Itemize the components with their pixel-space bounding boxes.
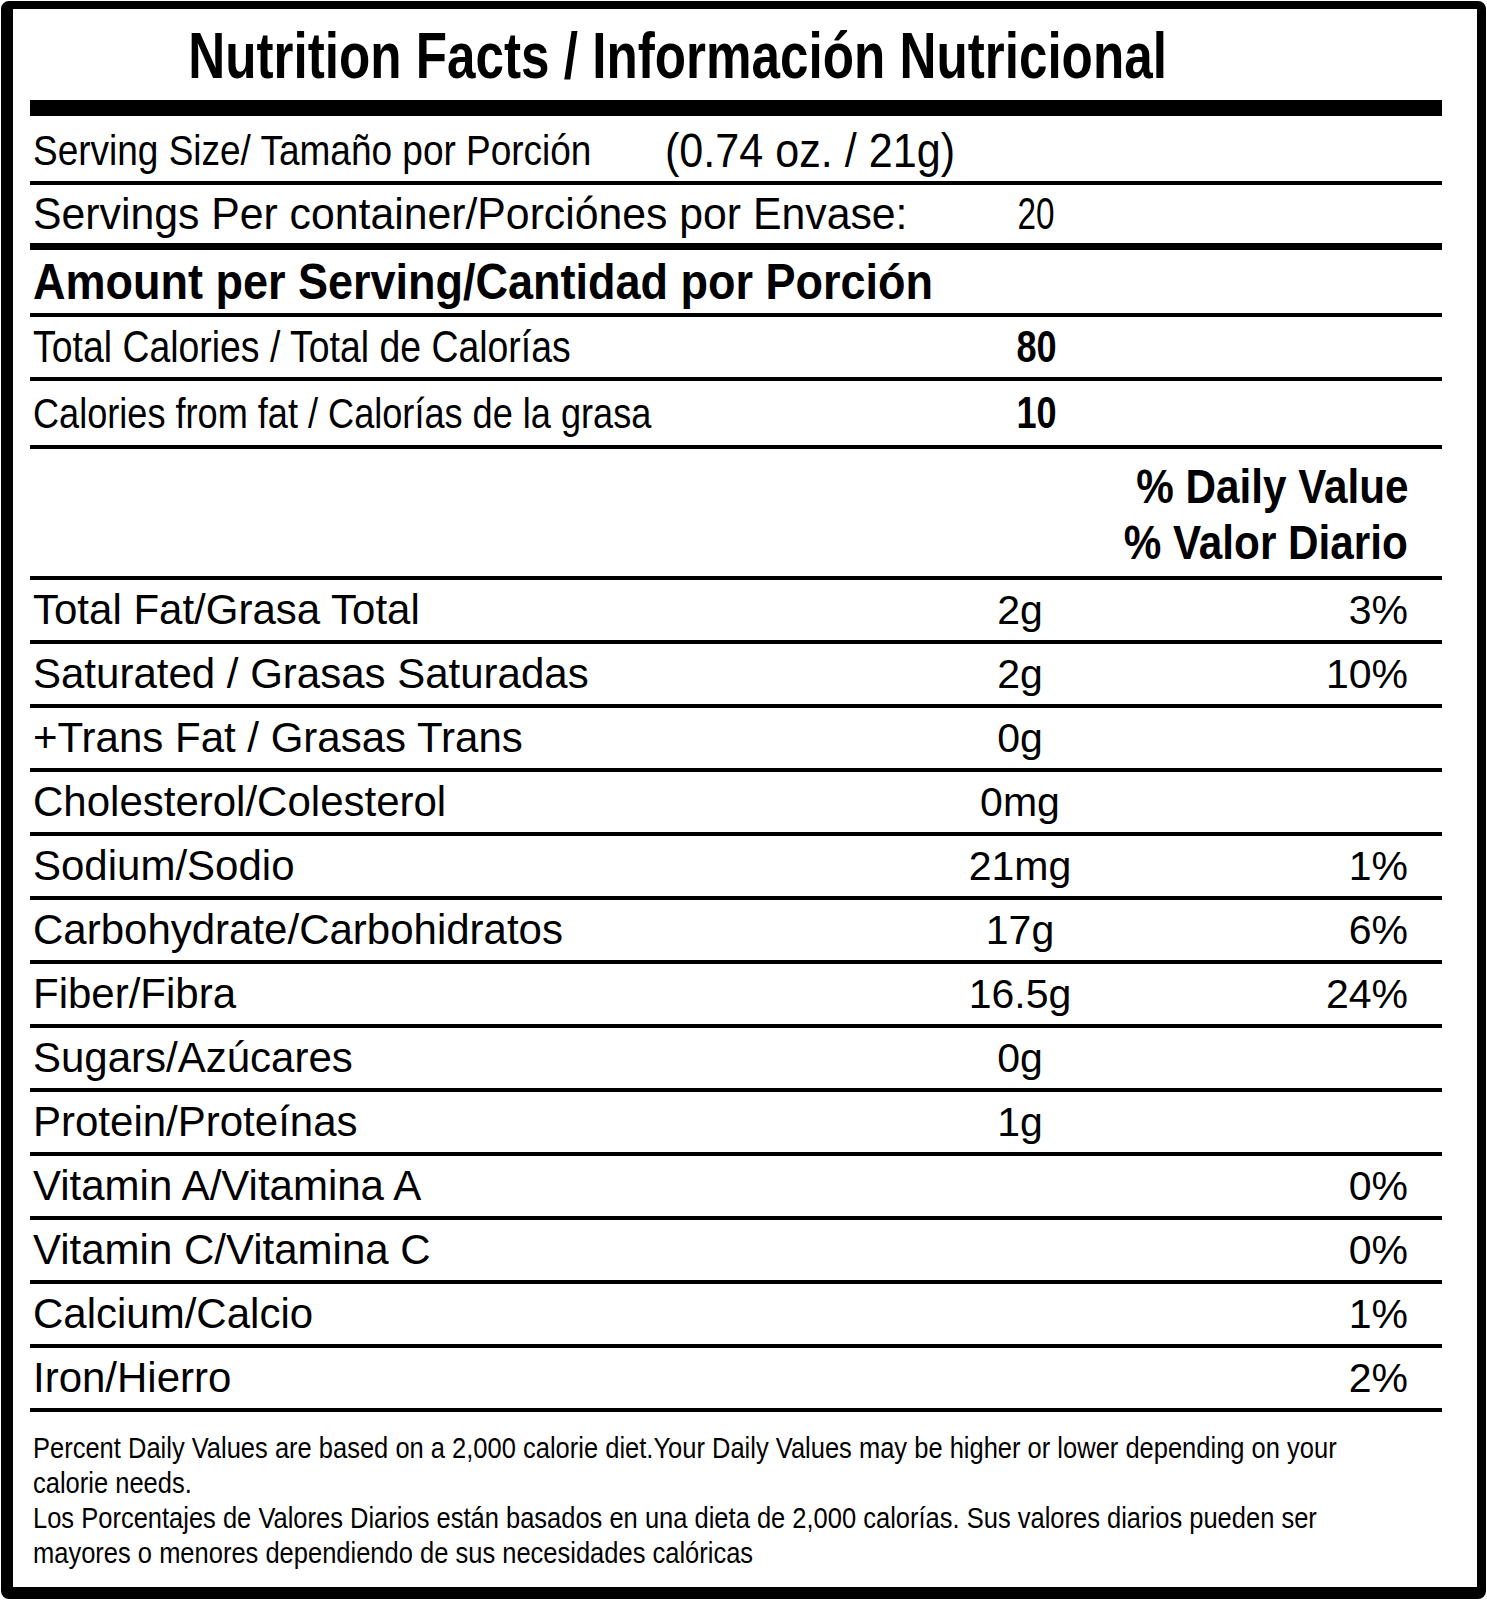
- calories-from-fat-label: Calories from fat / Calorías de la grasa: [33, 382, 769, 444]
- footnote-en-line2: calorie needs.: [33, 1465, 1487, 1500]
- daily-value-header-en: % Daily Value: [1099, 456, 1409, 518]
- nutrient-label: Iron/Hierro: [33, 1348, 231, 1408]
- servings-per-container-label: Servings Per container/Porciónes por Env…: [33, 186, 953, 242]
- divider: [30, 1344, 1442, 1348]
- nutrient-amount: 2g: [820, 644, 1220, 704]
- divider: [30, 1408, 1442, 1412]
- nutrient-amount: 0g: [820, 1028, 1220, 1088]
- amount-per-serving-header: Amount per Serving/Cantidad por Porción: [33, 252, 1033, 312]
- footnote-en-line1: Percent Daily Values are based on a 2,00…: [33, 1430, 1487, 1465]
- nutrient-amount: 0g: [820, 708, 1220, 768]
- nutrient-label: Sugars/Azúcares: [33, 1028, 353, 1088]
- nutrient-dv: 1%: [1349, 1284, 1408, 1344]
- nutrient-amount: 1g: [820, 1092, 1220, 1152]
- divider: [30, 377, 1442, 381]
- nutrient-dv: 10%: [1326, 644, 1408, 704]
- nutrient-label: Protein/Proteínas: [33, 1092, 358, 1152]
- footnote-es-line1: Los Porcentajes de Valores Diarios están…: [33, 1500, 1487, 1535]
- divider: [30, 445, 1442, 449]
- nutrient-label: Saturated / Grasas Saturadas: [33, 644, 589, 704]
- nutrient-amount: 2g: [820, 580, 1220, 640]
- divider: [30, 960, 1442, 964]
- title-divider-bar: [30, 100, 1442, 116]
- nutrient-amount: 0mg: [820, 772, 1220, 832]
- nutrient-label: +Trans Fat / Grasas Trans: [33, 708, 523, 768]
- serving-size-label: Serving Size/ Tamaño por Porción: [33, 120, 682, 180]
- nutrient-dv: 6%: [1349, 900, 1408, 960]
- nutrient-label: Carbohydrate/Carbohidratos: [33, 900, 563, 960]
- nutrient-label: Cholesterol/Colesterol: [33, 772, 446, 832]
- nutrient-label: Calcium/Calcio: [33, 1284, 313, 1344]
- footnote: Percent Daily Values are based on a 2,00…: [33, 1430, 1487, 1570]
- nutrient-dv: 3%: [1349, 580, 1408, 640]
- nutrient-label: Vitamin A/Vitamina A: [33, 1156, 421, 1216]
- nutrient-label: Vitamin C/Vitamina C: [33, 1220, 431, 1280]
- nutrient-dv: 0%: [1349, 1220, 1408, 1280]
- total-calories-value: 80: [836, 318, 1236, 376]
- calories-from-fat-value: 10: [836, 382, 1236, 444]
- total-calories-label: Total Calories / Total de Calorías: [33, 318, 666, 376]
- nutrient-label: Sodium/Sodio: [33, 836, 295, 896]
- nutrient-dv: 0%: [1349, 1156, 1408, 1216]
- serving-size-value: (0.74 oz. / 21g): [665, 120, 995, 180]
- nutrient-label: Fiber/Fibra: [33, 964, 236, 1024]
- nutrient-dv: 2%: [1349, 1348, 1408, 1408]
- nutrient-amount: 17g: [820, 900, 1220, 960]
- servings-per-container-value: 20: [836, 186, 1236, 242]
- divider: [30, 181, 1442, 185]
- thick-divider: [30, 243, 1442, 250]
- nutrient-label: Total Fat/Grasa Total: [33, 580, 420, 640]
- label-title: Nutrition Facts / Información Nutriciona…: [0, 24, 1356, 88]
- nutrient-amount: 16.5g: [820, 964, 1220, 1024]
- nutrient-dv: 24%: [1326, 964, 1408, 1024]
- divider: [30, 313, 1442, 317]
- nutrient-amount: 21mg: [820, 836, 1220, 896]
- nutrition-label: { "label": { "title": "Nutrition Facts /…: [0, 0, 1487, 1600]
- nutrient-dv: 1%: [1349, 836, 1408, 896]
- daily-value-header-es: % Valor Diario: [1085, 512, 1408, 574]
- footnote-es-line2: mayores o menores dependiendo de sus nec…: [33, 1535, 1487, 1570]
